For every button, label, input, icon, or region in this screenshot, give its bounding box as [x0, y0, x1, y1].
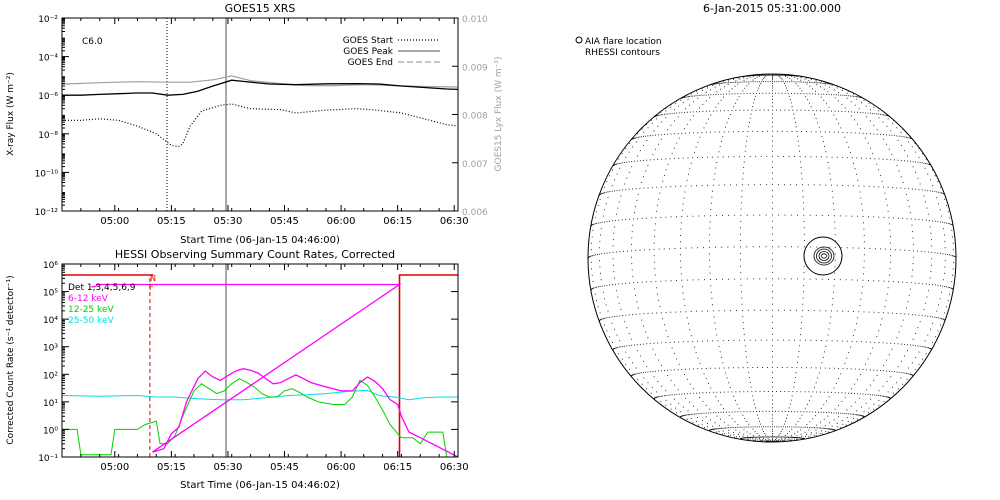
x-tick-label: 06:00: [327, 462, 356, 473]
goes-y2-axis-label: GOES15 Lyx Flux (W m⁻²): [494, 57, 504, 172]
sun-legend: AIA flare location RHESSI contours: [575, 36, 662, 58]
hessi-panel: HESSI Observing Summary Count Rates, Cor…: [6, 248, 469, 491]
goes-panel: GOES15 XRS 05:00 05:15 05:30 05:45 06:00 06:1…: [6, 2, 504, 246]
goes-short-channel-line: [62, 103, 458, 148]
goes-long-channel-line: [62, 79, 458, 96]
x-tick-label: 05:00: [100, 462, 129, 473]
hessi-legend: Det 1,3,4,5,6,9 6-12 keV 12-25 keV 25-50…: [68, 283, 136, 326]
y2-tick-label: 0.009: [462, 63, 488, 73]
solar-grid-dots: [588, 74, 956, 442]
goes-y-axis-label: X-ray Flux (W m⁻²): [6, 72, 16, 156]
goes-y-axis-right: 0.006 0.007 0.008 0.009 0.010: [452, 15, 488, 218]
sun-title: 6-Jan-2015 05:31:00.000: [703, 2, 841, 15]
x-tick-label: 06:00: [327, 216, 356, 227]
y-tick-label: 10⁰: [43, 426, 58, 436]
y-tick-label: 10¹: [43, 399, 58, 409]
hessi-legend-25-50: 25-50 keV: [68, 316, 114, 326]
hessi-x-axis: 05:00 05:15 05:30 05:45 06:00 06:15 06:30: [61, 264, 469, 473]
hessi-plot-frame: [61, 263, 459, 458]
y-tick-label: 10⁵: [43, 289, 58, 299]
hessi-legend-det: Det 1,3,4,5,6,9: [68, 283, 136, 293]
y2-tick-label: 0.006: [462, 208, 488, 218]
goes-x-axis: 05:00 05:15 05:30 05:45 06:00 06:15 06:30: [61, 18, 469, 227]
goes-legend: GOES Start GOES Peak GOES End: [343, 36, 440, 68]
hessi-title: HESSI Observing Summary Count Rates, Cor…: [115, 248, 395, 261]
goes-title: GOES15 XRS: [225, 2, 296, 15]
hessi-y-axis: 10⁻¹ 10⁰ 10¹ 10² 10³ 10⁴ 10⁵ 10⁶: [38, 261, 458, 464]
rhessi-contour-middle: [816, 248, 832, 264]
goes-x-axis-label: Start Time (06-Jan-15 04:46:00): [180, 235, 340, 246]
y-tick-label: 10³: [43, 344, 58, 354]
x-tick-label: 05:00: [100, 216, 129, 227]
goes-lyman-alpha-line: [62, 75, 458, 88]
goes-legend-end-label: GOES End: [348, 58, 393, 68]
hessi-12-25-kev-line: [62, 378, 458, 457]
rhessi-contour-outer: [813, 246, 835, 266]
x-tick-label: 05:15: [157, 216, 186, 227]
hessi-6-12-kev-line: [91, 283, 458, 457]
y-tick-label: 10⁻⁶: [38, 92, 58, 102]
y-tick-label: 10⁴: [43, 316, 58, 326]
hessi-y-axis-label: Corrected Count Rate (s⁻¹ detector⁻¹): [6, 275, 16, 444]
hessi-flag-f: F: [149, 283, 154, 292]
goes-plot-frame: [61, 17, 459, 212]
solar-grid: [588, 74, 956, 442]
goes-legend-start-label: GOES Start: [343, 36, 394, 46]
hessi-plot-area: N F: [62, 264, 458, 457]
hessi-x-axis-label: Start Time (06-Jan-15 04:46:02): [180, 480, 340, 491]
sun-legend-aia: AIA flare location: [585, 37, 662, 47]
aia-legend-circle: [575, 36, 583, 44]
aia-flare-circle: [803, 236, 843, 276]
x-tick-label: 06:30: [440, 462, 469, 473]
hessi-attenuator-line: [62, 274, 458, 457]
x-tick-label: 06:15: [383, 462, 412, 473]
y-tick-label: 10²: [43, 371, 58, 381]
sun-panel: 6-Jan-2015 05:31:00.000 AIA flare locati…: [575, 2, 957, 443]
y-tick-label: 10⁻²: [38, 15, 58, 25]
goes-legend-peak-label: GOES Peak: [343, 47, 393, 57]
x-tick-label: 05:45: [270, 462, 299, 473]
hessi-legend-12-25: 12-25 keV: [68, 305, 114, 315]
rhessi-contour-core: [821, 253, 827, 259]
y2-tick-label: 0.008: [462, 112, 488, 122]
goes-y-axis-left: 10⁻¹² 10⁻¹⁰ 10⁻⁸ 10⁻⁶ 10⁻⁴ 10⁻²: [35, 15, 69, 218]
goes-flare-class: C6.0: [82, 37, 103, 47]
x-tick-label: 05:15: [157, 462, 186, 473]
x-tick-label: 05:30: [214, 216, 243, 227]
y-tick-label: 10⁻⁸: [38, 131, 58, 141]
y-tick-label: 10⁶: [43, 261, 58, 271]
sun-legend-rhessi: RHESSI contours: [585, 48, 660, 58]
y-tick-label: 10⁻¹⁰: [35, 169, 59, 179]
x-tick-label: 06:15: [383, 216, 412, 227]
x-tick-label: 06:30: [440, 216, 469, 227]
hessi-legend-6-12: 6-12 keV: [68, 294, 109, 304]
y-tick-label: 10⁻⁴: [38, 54, 58, 64]
y2-tick-label: 0.007: [462, 160, 488, 170]
x-tick-label: 05:30: [214, 462, 243, 473]
flare-marker: [803, 236, 843, 276]
y-tick-label: 10⁻¹: [38, 454, 58, 464]
x-tick-label: 05:45: [270, 216, 299, 227]
y-tick-label: 10⁻¹²: [35, 208, 59, 218]
hessi-25-50-kev-line: [62, 389, 458, 401]
rhessi-contour-inner: [818, 251, 830, 261]
goes-plot-area: [62, 18, 458, 211]
hessi-flag-n: N: [150, 274, 156, 283]
y2-tick-label: 0.010: [462, 15, 488, 25]
solar-limb: [587, 73, 957, 443]
